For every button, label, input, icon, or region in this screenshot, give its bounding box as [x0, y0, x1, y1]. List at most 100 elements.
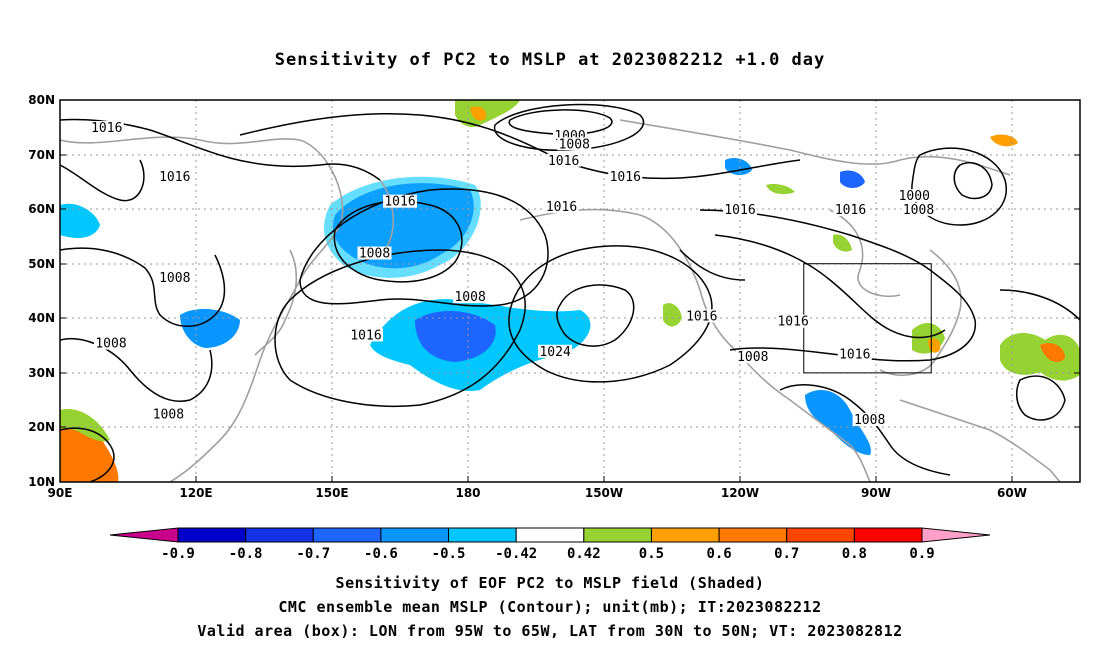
contour-label: 1008	[854, 413, 885, 428]
colorbar-label: 0.6	[706, 546, 731, 562]
colorbar-swatch	[786, 527, 855, 543]
colorbar-high-extend	[921, 527, 991, 543]
contour-label-bg	[157, 271, 192, 285]
footer-line-contour: CMC ensemble mean MSLP (Contour); unit(m…	[278, 598, 822, 616]
contour-label-bg	[546, 153, 581, 167]
positive-shading-canada-green	[766, 183, 795, 195]
contour-label-bg	[833, 202, 868, 216]
contour-label-bg	[684, 309, 719, 323]
contour-label: 1008	[559, 137, 590, 152]
chart-title: Sensitivity of PC2 to MSLP at 2023082212…	[274, 50, 826, 70]
colorbar-low-extend	[109, 527, 179, 543]
colorbar-swatch	[853, 527, 923, 543]
coastline-south-america	[899, 399, 1061, 482]
contour-label-bg	[735, 350, 770, 364]
lon-label-120w: 120W	[721, 486, 759, 500]
contour-pacific-1008	[274, 249, 526, 408]
contour-label-bg	[538, 344, 573, 358]
colorbar-label: -0.8	[229, 546, 263, 562]
positive-shading-atlantic-core	[1040, 343, 1065, 362]
lon-label-90w: 90W	[861, 486, 891, 500]
lat-label-70n: 70N	[28, 148, 55, 162]
lon-label-90e: 90E	[48, 486, 73, 500]
contour-label-bg	[349, 328, 383, 342]
contour-label-bg	[89, 121, 124, 135]
lon-label-120e: 120E	[179, 486, 212, 500]
lat-label-20n: 20N	[28, 420, 55, 434]
contour-label: 1016	[91, 121, 122, 136]
lon-label-150e: 150E	[315, 486, 348, 500]
positive-shading-california	[663, 303, 682, 327]
colorbar-label: 0.9	[909, 546, 934, 562]
colorbar-label: -0.6	[364, 546, 398, 562]
contour-pacific-high-1024	[556, 284, 635, 347]
contour-label: 1008	[454, 290, 485, 305]
colorbar-swatch	[583, 527, 652, 543]
contour-east-pacific	[679, 249, 746, 281]
colorbar-swatch	[177, 527, 247, 543]
contour-label-bg	[901, 202, 936, 216]
negative-shading-west-pacific-edge	[324, 176, 481, 278]
contour-label: 1024	[539, 345, 570, 360]
colorbar-swatch	[380, 527, 450, 543]
positive-shading-hudson	[833, 234, 852, 252]
coastline-kamchatka	[379, 179, 395, 251]
negative-shading-central-pacific-core	[415, 310, 496, 362]
lon-label-150w: 150W	[585, 486, 623, 500]
negative-shading-caribbean	[805, 390, 871, 455]
colorbar-swatch	[448, 527, 517, 543]
contour-label: 1016	[610, 170, 641, 185]
colorbar-swatch	[650, 527, 720, 543]
negative-shading-canada-1	[840, 170, 865, 188]
colorbar-swatch	[312, 527, 382, 543]
contour-label-bg	[94, 336, 128, 350]
longitude-labels: 90E 120E 150E 180 150W 120W 90W 60W	[48, 486, 1027, 500]
contour-label: 1016	[350, 328, 381, 343]
coastline-japan	[254, 249, 298, 356]
contour-atlantic-1016	[999, 289, 1080, 321]
contour-label: 1016	[777, 315, 808, 330]
tick-marks	[60, 99, 1080, 482]
contour-label-bg	[557, 137, 592, 151]
contour-label-bg	[837, 347, 872, 361]
colorbar-label: 0.8	[842, 546, 867, 562]
lat-label-40n: 40N	[28, 311, 55, 325]
colorbar: -0.9 -0.8 -0.7 -0.6 -0.5 -0.42 0.42 0.5 0.6 0.7 0.…	[109, 527, 991, 562]
coastline-east-us	[879, 249, 962, 376]
positive-shading-arctic-orange	[470, 106, 487, 121]
negative-shading-east-asia	[180, 308, 240, 348]
contour-label: 1008	[153, 408, 184, 423]
lat-label-80n: 80N	[28, 93, 55, 107]
positive-shading-atlantic	[1000, 333, 1080, 381]
footer-line-valid-area: Valid area (box): LON from 95W to 65W, L…	[197, 622, 903, 640]
lat-label-50n: 50N	[28, 257, 55, 271]
colorbar-swatch	[245, 527, 314, 543]
contour-label: 1016	[546, 200, 577, 215]
negative-shading-west-edge	[60, 203, 100, 238]
colorbar-swatch	[718, 527, 788, 543]
contour-label: 1008	[159, 271, 190, 286]
contour-label: 1016	[835, 203, 866, 218]
contour-label: 1016	[548, 154, 579, 169]
contour-label-bg	[544, 200, 579, 214]
colorbar-swatch	[515, 527, 585, 543]
positive-shading-nw-atlantic	[990, 134, 1018, 147]
map-frame	[59, 99, 1081, 483]
contour-sw-asia-1008	[60, 427, 115, 482]
lon-label-60w: 60W	[997, 486, 1027, 500]
lat-label-30n: 30N	[28, 366, 55, 380]
contour-label-bg	[723, 202, 757, 216]
contour-labels: 1016101610161008100810081016100810081000…	[89, 121, 936, 428]
footer-line-shading: Sensitivity of EOF PC2 to MSLP field (Sh…	[335, 574, 765, 592]
contour-label: 1016	[384, 195, 415, 210]
contour-labrador-low-outer	[911, 147, 1007, 226]
contour-label-bg	[157, 170, 192, 184]
contour-label: 1008	[95, 337, 126, 352]
colorbar-label: 0.7	[774, 546, 799, 562]
lat-label-60n: 60N	[28, 202, 55, 216]
contour-label: 1016	[159, 170, 190, 185]
contour-label-bg	[608, 170, 643, 184]
coastline-alaska	[519, 208, 871, 482]
contour-arctic-low-inner	[508, 109, 613, 136]
